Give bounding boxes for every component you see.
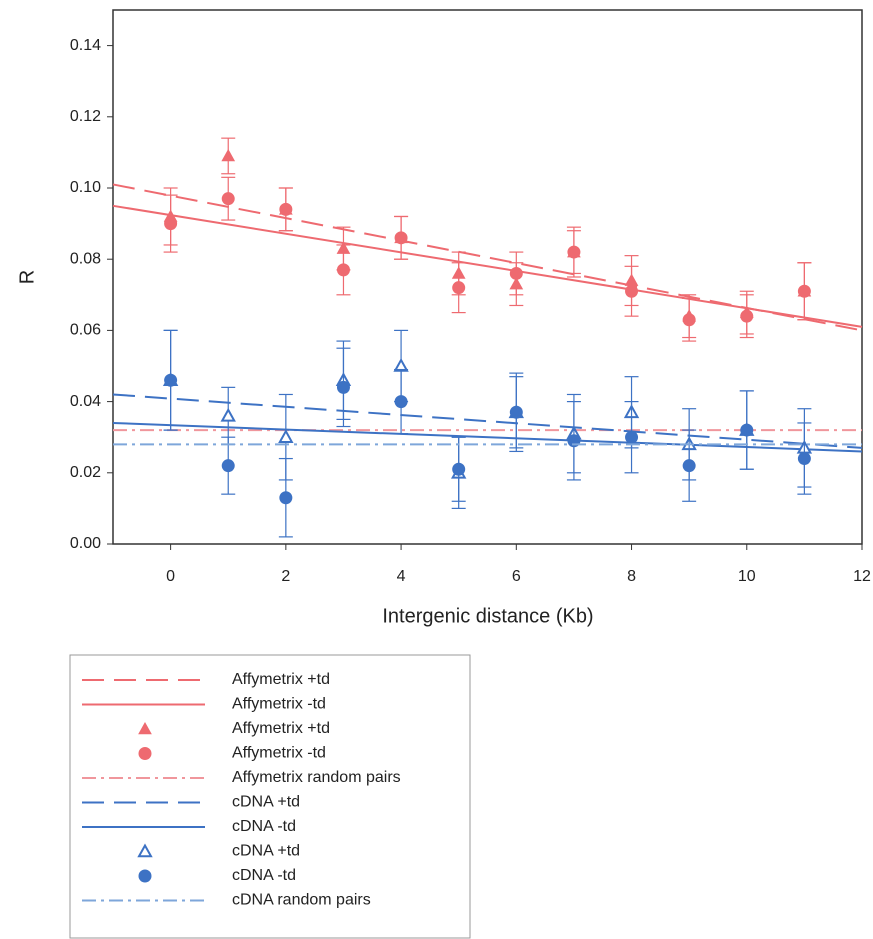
trend-line — [112, 393, 863, 449]
data-point — [625, 284, 639, 298]
data-point — [220, 407, 236, 422]
x-tick-label: 4 — [397, 568, 406, 585]
x-tick-label: 8 — [627, 568, 636, 585]
data-point — [279, 202, 293, 216]
data-point — [394, 231, 408, 245]
legend-label: Affymetrix +td — [232, 671, 330, 688]
legend-label: Affymetrix -td — [232, 745, 326, 762]
legend-label: cDNA -td — [232, 818, 296, 835]
data-point — [164, 373, 178, 387]
legend-label: Affymetrix random pairs — [232, 769, 401, 786]
legend-swatch — [137, 843, 153, 858]
y-axis-label: R — [16, 270, 38, 284]
y-tick-label: 0.02 — [70, 464, 101, 481]
data-point — [279, 491, 293, 505]
data-point — [509, 405, 523, 419]
data-point — [740, 423, 754, 437]
data-point — [625, 430, 639, 444]
data-point — [221, 192, 235, 206]
legend-frame — [69, 654, 471, 939]
data-point — [682, 313, 696, 327]
y-tick-label: 0.04 — [70, 393, 101, 410]
data-point — [452, 281, 466, 295]
data-point — [509, 266, 523, 280]
data-point — [336, 380, 350, 394]
y-tick-label: 0.00 — [70, 535, 101, 552]
data-point — [394, 395, 408, 409]
y-tick-label: 0.08 — [70, 250, 101, 267]
data-point — [336, 263, 350, 277]
data-point — [452, 462, 466, 476]
x-tick-label: 6 — [512, 568, 521, 585]
x-tick-label: 2 — [281, 568, 290, 585]
data-point — [567, 245, 581, 259]
x-tick-label: 12 — [853, 568, 871, 585]
trend-line — [112, 204, 863, 328]
y-tick-label: 0.12 — [70, 108, 101, 125]
data-point — [164, 217, 178, 231]
legend-label: cDNA +td — [232, 843, 300, 860]
x-tick-label: 0 — [166, 568, 175, 585]
legend-label: cDNA random pairs — [232, 892, 371, 909]
data-point — [682, 459, 696, 473]
legend-label: cDNA -td — [232, 867, 296, 884]
data-point — [221, 148, 236, 162]
y-tick-label: 0.06 — [70, 322, 101, 339]
legend-label: Affymetrix +td — [232, 720, 330, 737]
trend-line — [112, 421, 863, 453]
data-point — [740, 309, 754, 323]
x-axis-label: Intergenic distance (Kb) — [382, 605, 593, 627]
data-point — [278, 429, 294, 443]
x-tick-label: 10 — [738, 568, 756, 585]
legend-swatch — [138, 869, 152, 883]
data-point — [221, 459, 235, 473]
legend-label: Affymetrix -td — [232, 696, 326, 713]
legend-label: cDNA +td — [232, 794, 300, 811]
y-tick-label: 0.10 — [70, 179, 101, 196]
legend-swatch — [138, 747, 152, 760]
data-point — [797, 284, 811, 298]
y-tick-label: 0.14 — [70, 37, 101, 54]
data-point — [797, 452, 811, 466]
legend-swatch — [138, 721, 152, 735]
plot-frame — [112, 9, 863, 545]
